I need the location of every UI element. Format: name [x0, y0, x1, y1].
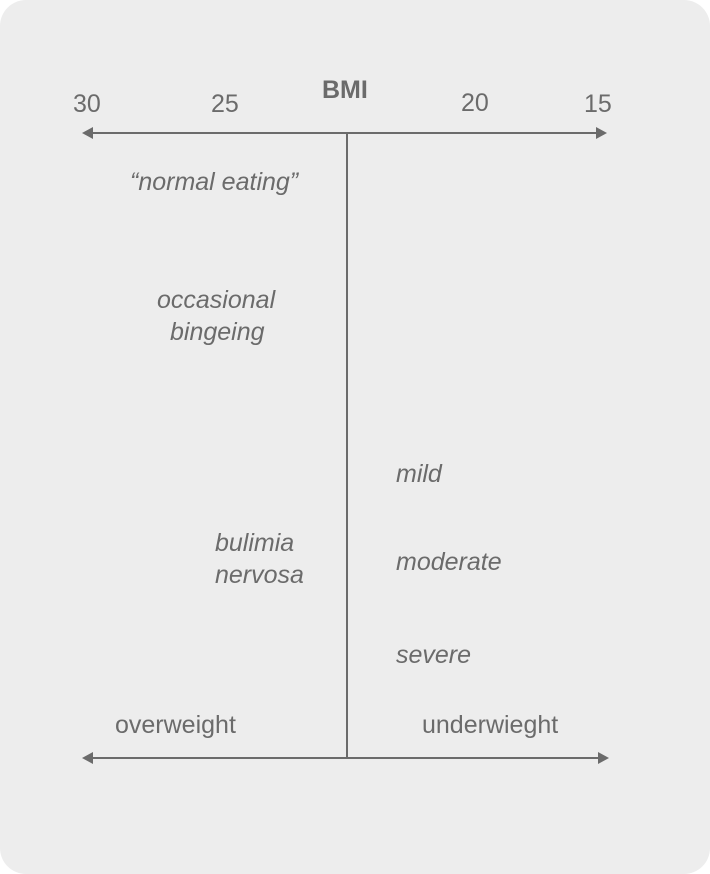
- bottom-axis-left-arrowhead: [82, 752, 93, 764]
- bingeing-line: bingeing: [170, 318, 265, 346]
- tick-30: 30: [73, 90, 101, 118]
- normal-eating-label: “normal eating”: [130, 168, 299, 196]
- tick-25: 25: [211, 90, 239, 118]
- top-axis-right-arrowhead: [596, 127, 607, 139]
- top-axis-left-arrowhead: [82, 127, 93, 139]
- occasional-line: occasional: [157, 286, 276, 314]
- mild-label: mild: [396, 460, 442, 488]
- bulimia-line: bulimia: [215, 529, 295, 557]
- occasional-bingeing-label: occasional bingeing: [157, 284, 275, 348]
- overweight-label: overweight: [115, 711, 236, 739]
- axis-title: BMI: [322, 76, 368, 104]
- moderate-label: moderate: [396, 548, 502, 576]
- severe-label: severe: [396, 641, 472, 669]
- bulimia-nervosa-label: bulimia nervosa: [215, 527, 304, 591]
- nervosa-line: nervosa: [215, 561, 304, 589]
- tick-15: 15: [584, 90, 612, 118]
- bottom-axis-right-arrowhead: [598, 752, 609, 764]
- underweight-label: underwieght: [422, 711, 559, 739]
- tick-20: 20: [461, 89, 489, 117]
